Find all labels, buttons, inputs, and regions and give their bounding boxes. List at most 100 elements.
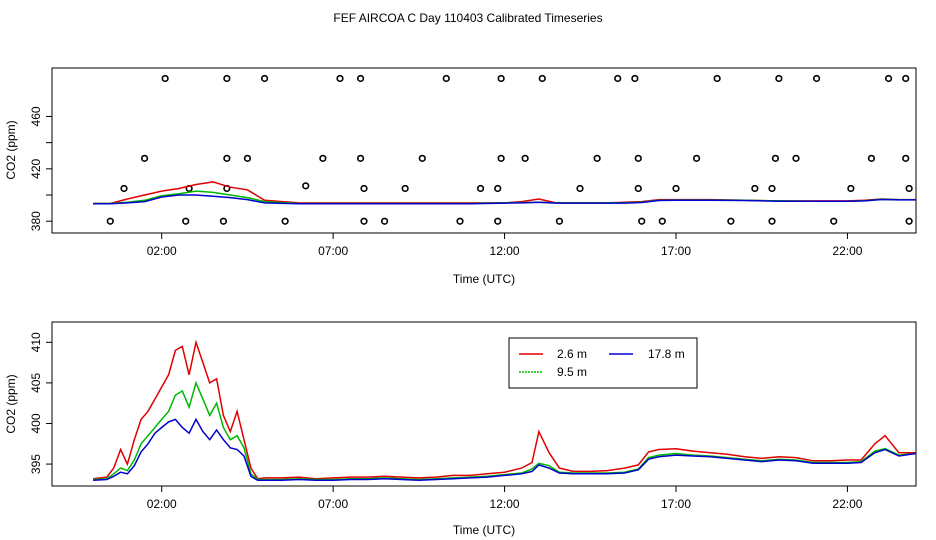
y-tick-label: 395 (29, 454, 43, 474)
data-point (555, 217, 564, 225)
bottom-panel: 02:00 07:00 12:00 17:00 22:00 395 400 405 410 T… (4, 321, 917, 537)
data-point (792, 154, 800, 162)
data-point (497, 74, 505, 83)
legend-box (508, 337, 698, 389)
top-y-label: CO2 (ppm) (4, 120, 18, 179)
data-point (812, 74, 821, 83)
data-point (260, 74, 269, 83)
data-point (593, 154, 601, 162)
data-point (658, 217, 666, 225)
legend: 2.6 m 9.5 m 17.8 m (508, 337, 698, 389)
data-point (223, 154, 231, 162)
data-point (161, 74, 169, 83)
legend-label-9-5m: 9.5 m (557, 365, 587, 379)
bottom-y-label: CO2 (ppm) (4, 374, 18, 433)
x-tick-label: 02:00 (147, 244, 177, 258)
data-point (751, 184, 759, 193)
series-line (93, 194, 916, 205)
data-point (494, 184, 502, 193)
page-title: FEF AIRCOA C Day 110403 Calibrated Times… (333, 11, 602, 25)
x-tick-label: 17:00 (661, 244, 691, 258)
data-point (771, 154, 780, 162)
top-x-label: Time (UTC) (453, 272, 515, 286)
data-point (672, 184, 680, 193)
top-plot-frame (51, 67, 917, 234)
data-point (905, 184, 913, 193)
data-point (360, 184, 368, 193)
data-point (902, 154, 910, 162)
y-tick-label: 410 (29, 332, 43, 352)
bottom-x-axis: 02:00 07:00 12:00 17:00 22:00 (147, 486, 863, 511)
data-point (494, 217, 502, 225)
data-point (223, 74, 231, 83)
series-line (93, 380, 917, 481)
data-point (775, 74, 783, 83)
data-point (456, 217, 464, 225)
data-point (219, 217, 228, 225)
bottom-x-label: Time (UTC) (453, 523, 515, 537)
y-tick-label: 380 (29, 211, 43, 231)
bottom-lines (93, 339, 917, 482)
data-point (356, 154, 365, 162)
y-tick-label: 405 (29, 373, 43, 393)
x-tick-label: 17:00 (661, 497, 691, 511)
legend-label-2-6m: 2.6 m (557, 347, 587, 361)
data-point (497, 154, 505, 162)
data-point (713, 74, 721, 83)
data-point (476, 184, 485, 193)
y-tick-label: 460 (29, 106, 43, 126)
top-points (106, 74, 913, 225)
top-lines (93, 181, 916, 205)
data-point (243, 154, 252, 162)
data-point (727, 217, 735, 225)
x-tick-label: 12:00 (490, 497, 520, 511)
data-point (905, 217, 913, 225)
y-tick-label: 400 (29, 413, 43, 433)
y-tick-label: 420 (29, 159, 43, 179)
x-tick-label: 12:00 (490, 244, 520, 258)
series-line (93, 417, 917, 482)
data-point (576, 184, 584, 193)
x-tick-label: 22:00 (832, 244, 862, 258)
top-x-axis: 02:00 07:00 12:00 17:00 22:00 (147, 233, 863, 258)
data-point (638, 217, 646, 225)
series-line (93, 339, 916, 480)
data-point (538, 74, 546, 83)
top-panel: 02:00 07:00 12:00 17:00 22:00 380 420 460 Time… (4, 67, 917, 286)
data-point (336, 74, 344, 83)
bottom-plot-frame (51, 321, 917, 487)
data-point (521, 154, 529, 162)
data-point (631, 74, 639, 83)
data-point (867, 154, 876, 162)
data-point (106, 217, 114, 225)
data-point (401, 184, 409, 193)
data-point (418, 154, 426, 162)
data-point (380, 217, 389, 225)
data-point (360, 217, 368, 225)
bottom-y-axis: 395 400 405 410 (29, 332, 52, 474)
data-point (768, 184, 776, 193)
data-point (120, 184, 128, 193)
data-point (634, 154, 642, 162)
data-point (634, 184, 642, 193)
x-tick-label: 07:00 (318, 497, 348, 511)
data-point (302, 182, 310, 190)
data-point (830, 217, 838, 225)
data-point (182, 217, 190, 225)
data-point (692, 154, 701, 162)
x-tick-label: 02:00 (147, 497, 177, 511)
data-point (442, 74, 450, 83)
data-point (140, 154, 149, 162)
data-point (768, 217, 776, 225)
data-point (884, 74, 893, 83)
data-point (614, 74, 622, 83)
data-point (356, 74, 365, 83)
data-point (281, 217, 289, 225)
top-y-axis: 380 420 460 (29, 106, 52, 231)
x-tick-label: 07:00 (318, 244, 348, 258)
data-point (902, 74, 910, 83)
legend-label-17-8m: 17.8 m (648, 347, 685, 361)
data-point (319, 154, 327, 162)
data-point (847, 184, 855, 193)
